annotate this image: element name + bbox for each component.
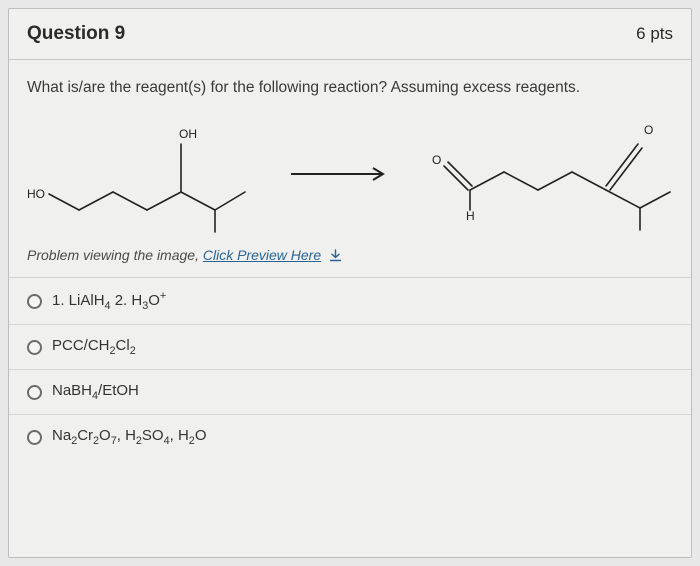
label-oh: OH [179,127,197,141]
radio-icon[interactable] [27,340,42,355]
download-icon [329,249,342,262]
preview-link[interactable]: Click Preview Here [203,247,321,263]
question-prompt: What is/are the reagent(s) for the follo… [9,60,691,107]
option-label: PCC/CH2Cl2 [52,337,136,357]
question-card: Question 9 6 pts What is/are the reagent… [8,8,692,558]
radio-icon[interactable] [27,430,42,445]
option-3[interactable]: NaBH4/EtOH [9,370,691,415]
question-header: Question 9 6 pts [9,9,691,60]
option-1[interactable]: 1. LiAlH4 2. H3O+ [9,278,691,325]
answer-options: 1. LiAlH4 2. H3O+ PCC/CH2Cl2 NaBH4/EtOH … [9,278,691,459]
option-label: NaBH4/EtOH [52,382,139,402]
radio-icon[interactable] [27,385,42,400]
question-title: Question 9 [27,23,125,45]
option-label: 1. LiAlH4 2. H3O+ [52,290,166,312]
option-label: Na2Cr2O7, H2SO4, H2O [52,427,206,447]
preview-hint: Problem viewing the image, Click Preview… [9,237,691,278]
question-points: 6 pts [636,24,673,44]
radio-icon[interactable] [27,294,42,309]
preview-prefix: Problem viewing the image, [27,247,203,263]
label-o-left: O [432,153,441,167]
label-ho: HO [27,187,45,201]
reaction-arrow [285,159,395,189]
reaction-figure: HO OH [9,107,691,237]
option-4[interactable]: Na2Cr2O7, H2SO4, H2O [9,415,691,459]
product-structure: O O H [424,114,679,234]
label-h: H [466,209,475,223]
label-o-right: O [644,123,653,137]
reactant-structure: HO OH [21,114,256,234]
option-2[interactable]: PCC/CH2Cl2 [9,325,691,370]
